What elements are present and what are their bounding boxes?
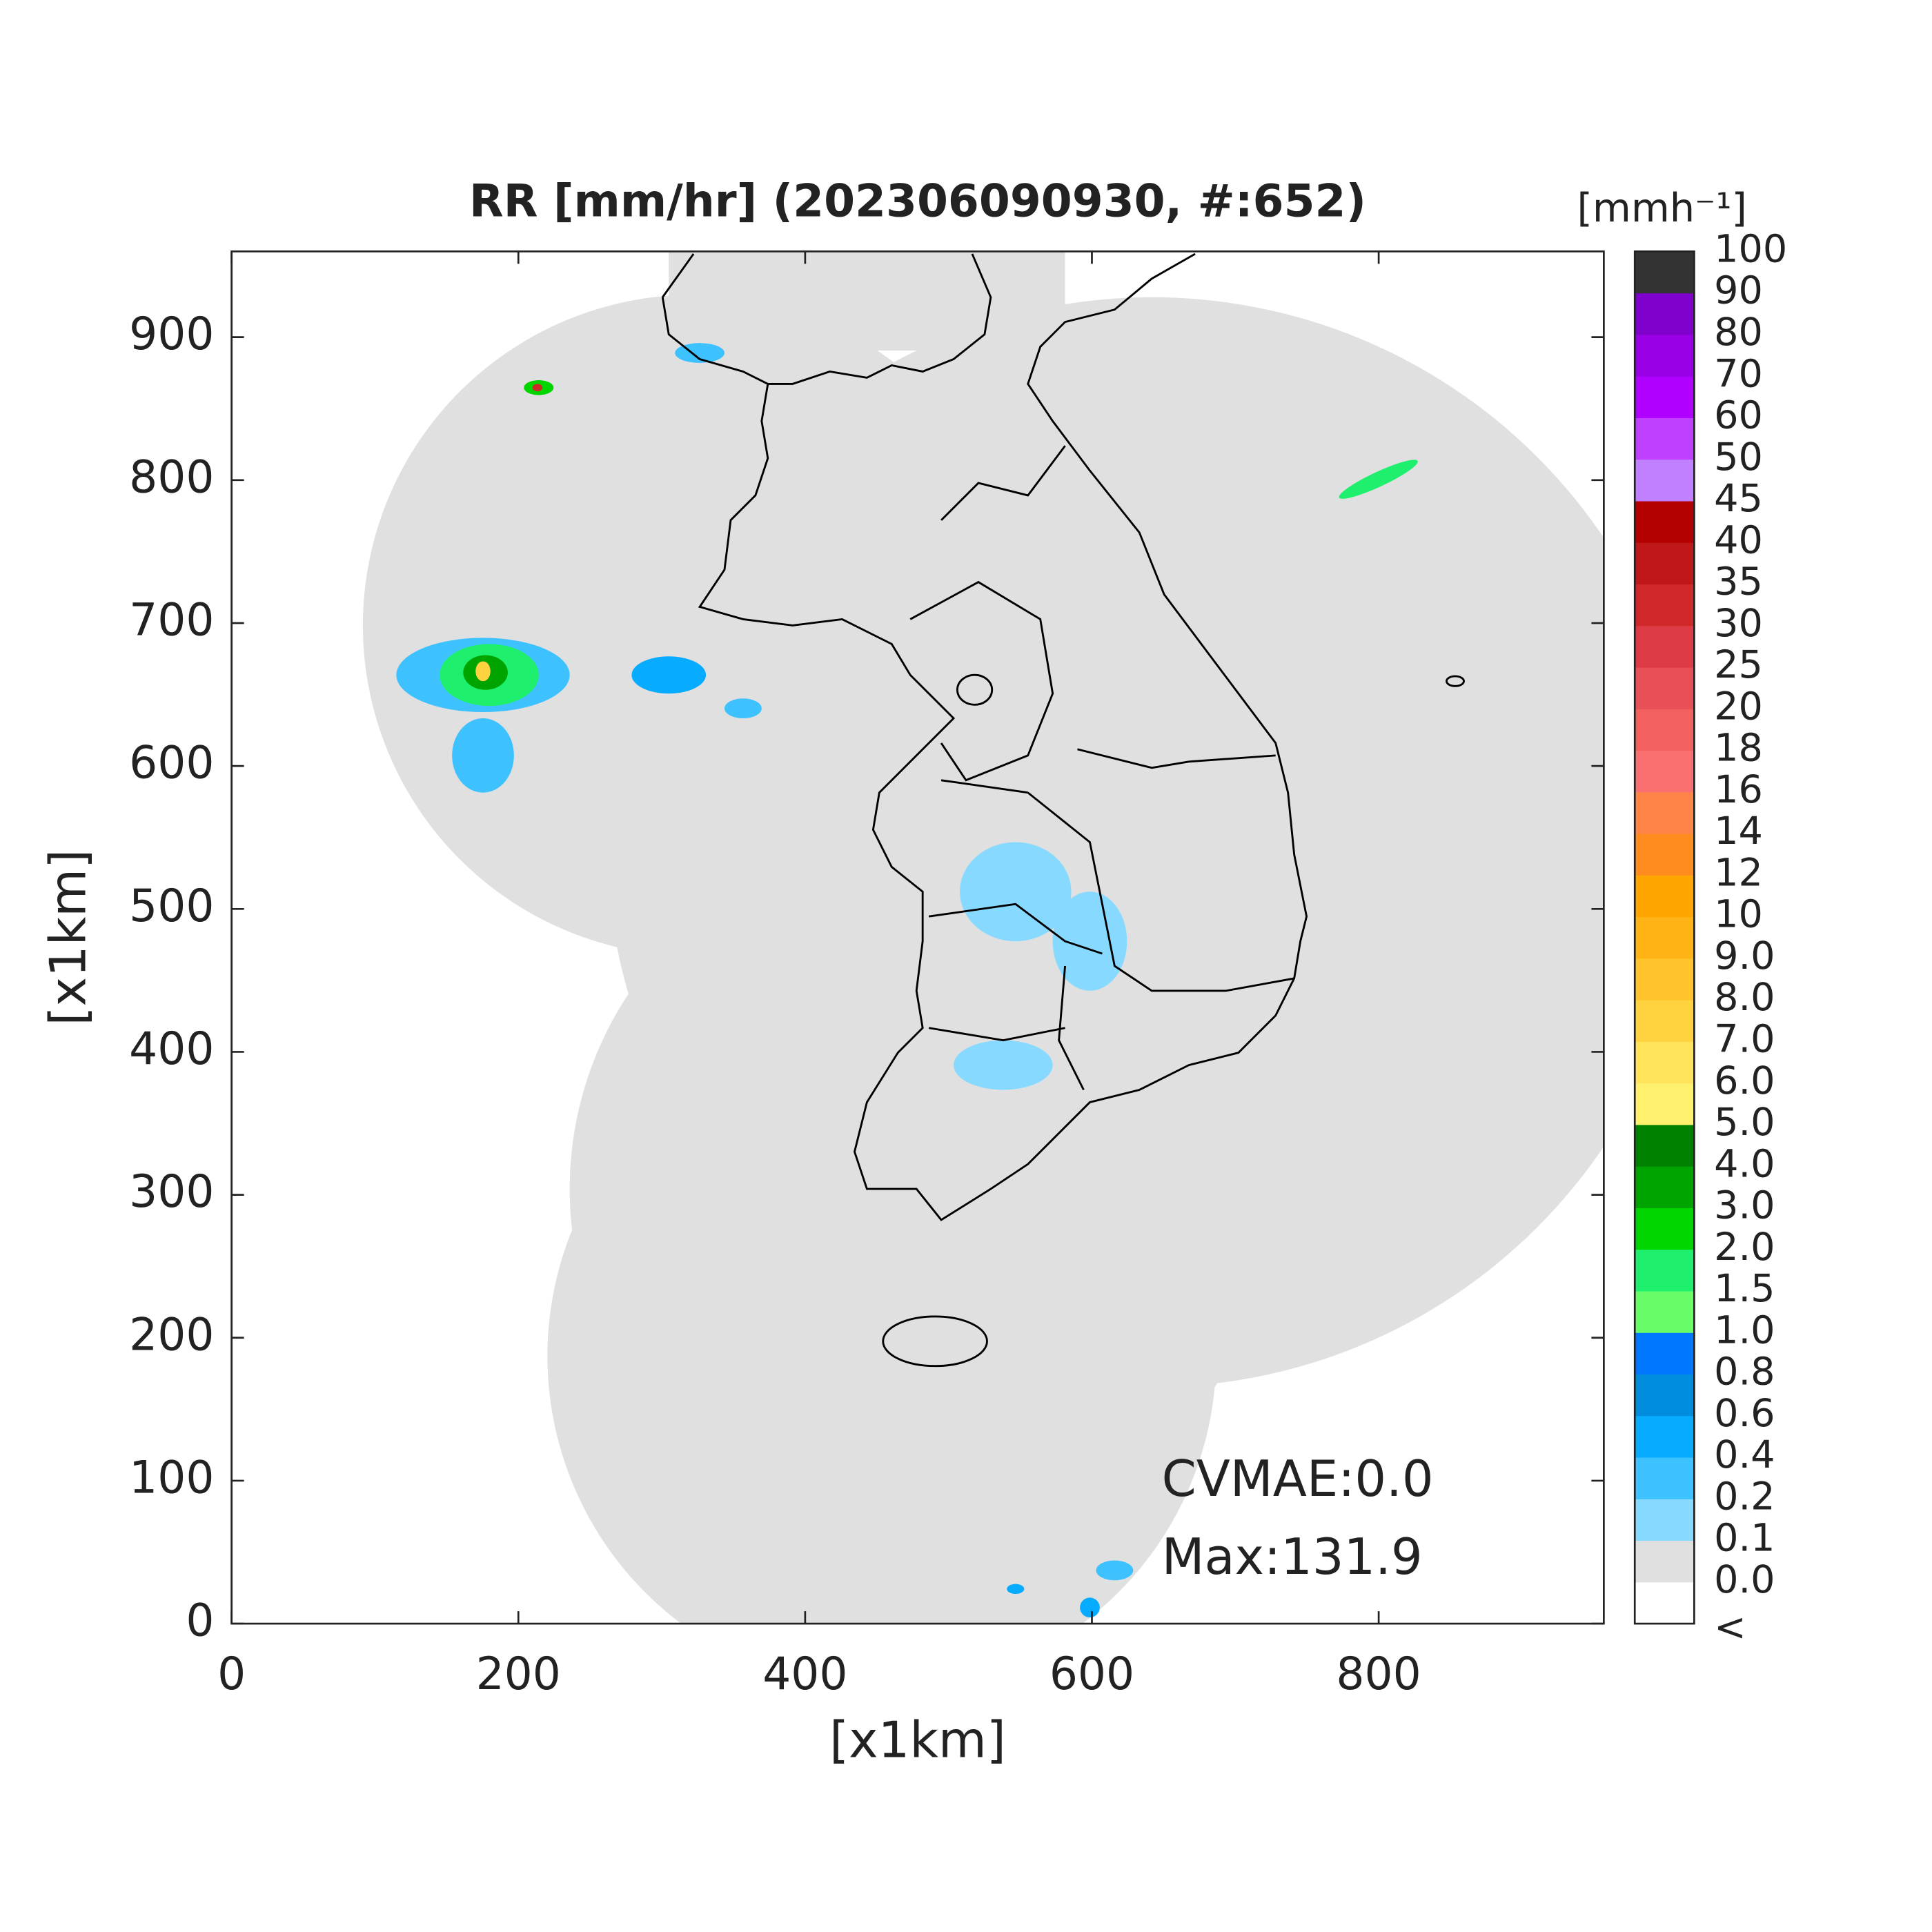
radar-coverage: [362, 251, 1604, 1624]
colorbar-tick-label: 7.0: [1714, 1017, 1775, 1062]
colorbar-tick-label: 0.4: [1714, 1432, 1775, 1477]
colorbar-segment: [1635, 1290, 1695, 1333]
colorbar-tick-label: 6.0: [1714, 1058, 1775, 1103]
colorbar-segment: [1635, 376, 1695, 418]
colorbar-tick-label: 1.5: [1714, 1266, 1775, 1311]
colorbar-tick-label: 18: [1714, 726, 1763, 771]
colorbar-segment: [1635, 958, 1695, 1000]
colorbar-segment: [1635, 625, 1695, 668]
colorbar-tick-label: 0.1: [1714, 1516, 1775, 1561]
x-tick-label: 0: [217, 1648, 246, 1700]
colorbar-tick-label: 5.0: [1714, 1100, 1775, 1145]
colorbar-segment: [1635, 1124, 1695, 1167]
colorbar-tick-label: 0.2: [1714, 1474, 1775, 1519]
colorbar-segment: [1635, 1041, 1695, 1084]
y-tick-label: 800: [129, 451, 214, 503]
x-tick-label: 400: [762, 1648, 847, 1700]
colorbar-tick-label: 3.0: [1714, 1183, 1775, 1228]
coastline: [661, 253, 1465, 1368]
colorbar-tick-label: 16: [1714, 767, 1763, 812]
colorbar-segment: [1635, 1332, 1695, 1375]
colorbar-segment: [1635, 1208, 1695, 1250]
y-tick-label: 400: [129, 1023, 214, 1075]
colorbar-segment: [1635, 1457, 1695, 1499]
colorbar-frame: [1633, 250, 1695, 1625]
colorbar-tick-label: 0.8: [1714, 1350, 1775, 1394]
y-axis-label: [x1km]: [39, 849, 97, 1026]
radar-field: [362, 251, 1604, 1624]
y-tick-label: 0: [186, 1595, 214, 1647]
colorbar-segment: [1635, 1540, 1695, 1583]
colorbar-tick-label: 70: [1714, 351, 1763, 396]
colorbar-tick-label: 80: [1714, 310, 1763, 355]
y-tick-label: 200: [129, 1309, 214, 1361]
colorbar-segment: [1635, 709, 1695, 751]
annotation: CVMAE:0.0: [1162, 1450, 1434, 1508]
y-tick-label: 300: [129, 1166, 214, 1218]
colorbar-segment: [1635, 542, 1695, 585]
colorbar-segment: [1635, 875, 1695, 918]
y-tick-label: 700: [129, 595, 214, 647]
chart-title: RR [mm/hr] (202306090930, #:652): [469, 176, 1366, 228]
colorbar-tick-label: 14: [1714, 809, 1763, 854]
colorbar-tick-label: 20: [1714, 684, 1763, 729]
colorbar-tick-label: 90: [1714, 268, 1763, 313]
colorbar-tick-label: 0.0: [1714, 1557, 1775, 1602]
colorbar-segment: [1635, 293, 1695, 335]
plot-frame: [230, 250, 1605, 1625]
colorbar-segment: [1635, 1000, 1695, 1042]
colorbar-tick-label: 50: [1714, 435, 1763, 480]
precipitation: [396, 343, 1418, 1618]
colorbar-segment: [1635, 1499, 1695, 1541]
colorbar-segment: [1635, 1415, 1695, 1458]
colorbar-segment: [1635, 500, 1695, 543]
colorbar-tick-label: 8.0: [1714, 975, 1775, 1020]
colorbar-tick-label: 45: [1714, 476, 1763, 521]
x-tick-label: 600: [1049, 1648, 1134, 1700]
colorbar-segment: [1635, 791, 1695, 834]
colorbar-segment: [1635, 251, 1695, 294]
colorbar-segment: [1635, 1249, 1695, 1292]
colorbar-tick-label: 60: [1714, 393, 1763, 438]
colorbar-label: [mmh⁻¹]: [1577, 185, 1747, 231]
colorbar-tick-label: 40: [1714, 518, 1763, 562]
colorbar-segment: [1635, 916, 1695, 959]
colorbar-tick-label: 25: [1714, 642, 1763, 687]
colorbar-tick-label: 1.0: [1714, 1308, 1775, 1352]
colorbar-tick-label: 12: [1714, 850, 1763, 895]
colorbar-tick-label: 2.0: [1714, 1225, 1775, 1270]
colorbar-segment: [1635, 834, 1695, 876]
colorbar-segment: [1635, 417, 1695, 460]
colorbar-tick-label: 9.0: [1714, 934, 1775, 978]
colorbar-segment: [1635, 750, 1695, 793]
colorbar-segment: [1635, 1083, 1695, 1125]
colorbar-tick-label: 100: [1714, 226, 1787, 271]
x-tick-label: 200: [476, 1648, 561, 1700]
colorbar-tick-label: <: [1714, 1605, 1746, 1650]
y-tick-label: 100: [129, 1452, 214, 1504]
colorbar-segment: [1635, 459, 1695, 502]
colorbar-tick-label: 10: [1714, 892, 1763, 937]
annotation: Max:131.9: [1162, 1528, 1423, 1586]
colorbar-tick-label: 0.6: [1714, 1391, 1775, 1436]
colorbar-tick-label: 35: [1714, 560, 1763, 604]
colorbar-segment: [1635, 584, 1695, 627]
y-tick-label: 500: [129, 880, 214, 932]
colorbar-segment: [1635, 1166, 1695, 1208]
colorbar-tick-label: 4.0: [1714, 1141, 1775, 1186]
y-tick-label: 900: [129, 308, 214, 360]
colorbar-segment: [1635, 1581, 1695, 1624]
y-tick-label: 600: [129, 738, 214, 789]
colorbar-tick-label: 30: [1714, 601, 1763, 646]
x-tick-label: 800: [1336, 1648, 1421, 1700]
colorbar-segment: [1635, 667, 1695, 709]
colorbar-segment: [1635, 334, 1695, 377]
x-axis-label: [x1km]: [829, 1711, 1006, 1769]
colorbar-segment: [1635, 1374, 1695, 1417]
